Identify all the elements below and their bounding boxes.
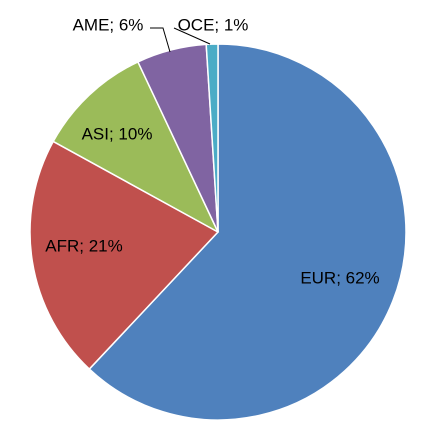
slice-label-oce: OCE; 1% bbox=[178, 15, 249, 34]
slice-label-asi: ASI; 10% bbox=[82, 124, 153, 143]
slice-label-afr: AFR; 21% bbox=[45, 236, 122, 255]
pie-slice-oce bbox=[205, 43, 219, 233]
leader-line-ame bbox=[150, 27, 171, 53]
slice-label-eur: EUR; 62% bbox=[300, 268, 379, 287]
slice-label-ame: AME; 6% bbox=[73, 15, 144, 34]
slice-labels: EUR; 62% AFR; 21% ASI; 10% AME; 6% OCE; 1% bbox=[45, 15, 379, 287]
leader-lines bbox=[150, 27, 211, 53]
pie-slices bbox=[29, 43, 407, 421]
pie-slice-eur bbox=[88, 43, 407, 421]
pie-slice-afr bbox=[29, 140, 219, 370]
leader-line-oce bbox=[173, 27, 211, 45]
pie-slice-asi bbox=[52, 61, 219, 233]
